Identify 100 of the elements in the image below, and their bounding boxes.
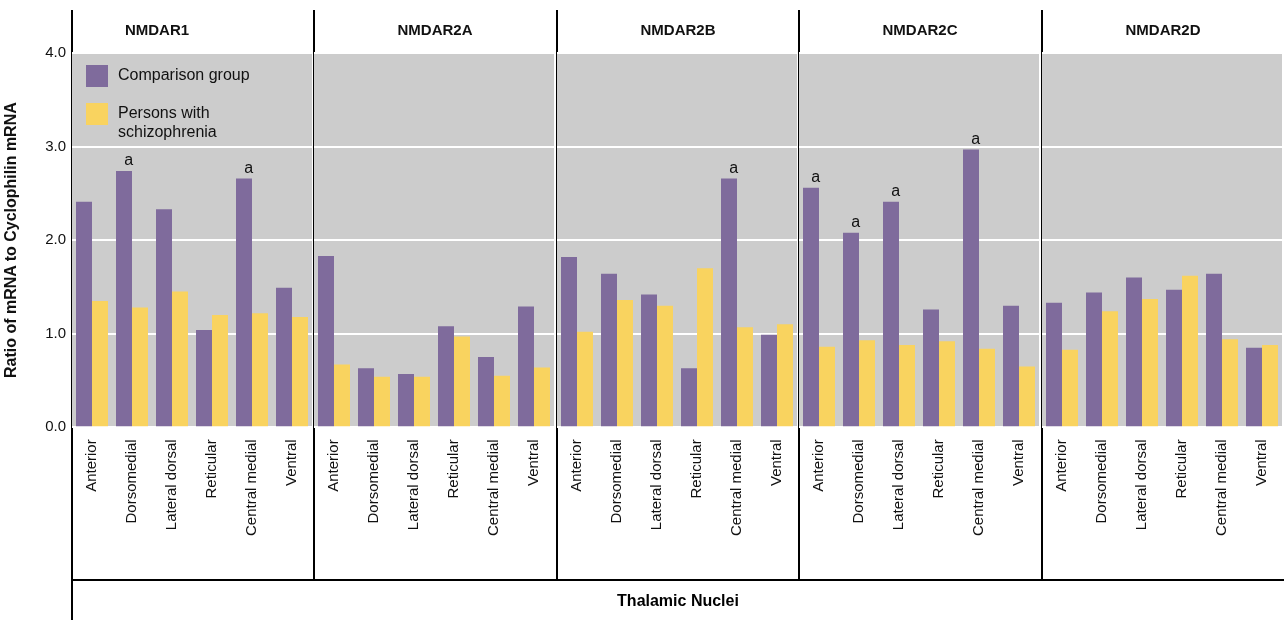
x-tick-label: Central medial <box>726 439 744 537</box>
bar <box>196 329 212 427</box>
bar <box>576 331 593 427</box>
bar <box>616 300 633 427</box>
bar <box>600 273 617 427</box>
annotation: a <box>124 151 134 169</box>
y-tick-label: 0.0 <box>45 417 66 435</box>
x-tick-label: Dorsomedial <box>849 439 867 524</box>
bar <box>696 268 713 427</box>
bar <box>374 376 391 427</box>
x-tick-label: Anterior <box>566 439 584 492</box>
bar <box>1019 366 1036 427</box>
bar <box>1221 339 1238 427</box>
bar <box>859 340 876 427</box>
legend-label: Comparison group <box>118 66 250 84</box>
x-tick-label: Lateral dorsal <box>889 439 907 531</box>
x-tick-label: Dorsomedial <box>1091 439 1109 524</box>
bar <box>1085 292 1102 427</box>
bar <box>1205 273 1222 427</box>
bar <box>92 300 108 427</box>
legend-label: Persons with schizophrenia <box>118 104 217 141</box>
bar <box>1061 349 1078 427</box>
x-tick-label: Reticular <box>929 439 947 499</box>
bar <box>534 367 551 427</box>
x-tick-label: Lateral dorsal <box>646 439 664 531</box>
bar <box>358 368 375 427</box>
bar <box>334 364 351 427</box>
annotation: a <box>891 182 901 200</box>
x-tick-label: Ventral <box>1251 439 1269 486</box>
bar <box>414 376 431 427</box>
x-tick-label: Central medial <box>969 439 987 537</box>
annotation: a <box>729 158 739 176</box>
annotation: a <box>851 213 861 231</box>
bar <box>1245 347 1262 427</box>
bar <box>1165 289 1182 427</box>
bar <box>720 178 737 427</box>
chart-title: NMDAR2B <box>640 21 716 39</box>
x-tick-label: Central medial <box>242 439 260 537</box>
bar <box>438 326 455 427</box>
y-tick-label: 3.0 <box>45 136 66 154</box>
x-tick-label: Reticular <box>686 439 704 499</box>
bar <box>236 178 252 427</box>
bar <box>899 344 916 427</box>
bar <box>560 256 577 427</box>
x-tick-label: Reticular <box>202 439 220 499</box>
x-tick-label: Ventral <box>282 439 300 486</box>
bar <box>923 309 940 427</box>
x-tick-label: Anterior <box>324 439 342 492</box>
bar <box>640 294 657 427</box>
bar <box>494 375 511 427</box>
bar <box>212 315 228 427</box>
bar <box>1125 277 1142 427</box>
bar <box>1101 311 1118 427</box>
bar <box>172 291 188 427</box>
bar <box>1261 344 1278 427</box>
x-tick-label: Lateral dorsal <box>404 439 422 531</box>
y-tick-label: 2.0 <box>45 230 66 248</box>
bar <box>292 316 308 427</box>
x-tick-label: Lateral dorsal <box>162 439 180 531</box>
bar <box>776 324 793 427</box>
bar <box>979 348 996 427</box>
x-axis-title: Thalamic Nuclei <box>616 592 740 610</box>
x-tick-label: Anterior <box>809 439 827 492</box>
bar <box>736 327 753 427</box>
bar <box>156 209 172 427</box>
bar <box>760 334 777 427</box>
chart-title: NMDAR2C <box>882 21 958 39</box>
y-tick-label: 4.0 <box>45 43 66 61</box>
bar <box>843 232 860 427</box>
bar <box>398 373 415 427</box>
annotation: a <box>971 129 981 147</box>
annotation: a <box>811 168 821 186</box>
bar <box>883 201 900 427</box>
x-tick-label: Dorsomedial <box>364 439 382 524</box>
x-tick-label: Reticular <box>1171 439 1189 499</box>
x-tick-label: Lateral dorsal <box>1131 439 1149 531</box>
bar <box>1141 299 1158 427</box>
chart-title: NMDAR2A <box>397 21 474 39</box>
bar <box>939 341 956 427</box>
chart-title: NMDAR2D <box>1125 21 1201 39</box>
y-axis-title: Ratio of mRNA to Cyclophilin mRNA <box>2 101 20 379</box>
bar <box>318 256 335 427</box>
bar <box>478 357 495 427</box>
chart-title: NMDAR1 <box>124 21 190 39</box>
x-tick-label: Ventral <box>766 439 784 486</box>
bar <box>454 336 471 427</box>
x-tick-label: Anterior <box>82 439 100 492</box>
bar <box>252 313 268 427</box>
x-tick-label: Ventral <box>1009 439 1027 486</box>
bar <box>803 187 820 427</box>
y-tick-label: 1.0 <box>45 323 66 341</box>
x-tick-label: Dorsomedial <box>122 439 140 524</box>
bar <box>1181 275 1198 427</box>
bar <box>116 170 132 427</box>
bar <box>518 306 535 427</box>
x-tick-label: Reticular <box>444 439 462 499</box>
bar <box>680 368 697 427</box>
x-tick-label: Central medial <box>1211 439 1229 537</box>
x-tick-label: Central medial <box>484 439 502 537</box>
bar <box>1045 302 1062 427</box>
